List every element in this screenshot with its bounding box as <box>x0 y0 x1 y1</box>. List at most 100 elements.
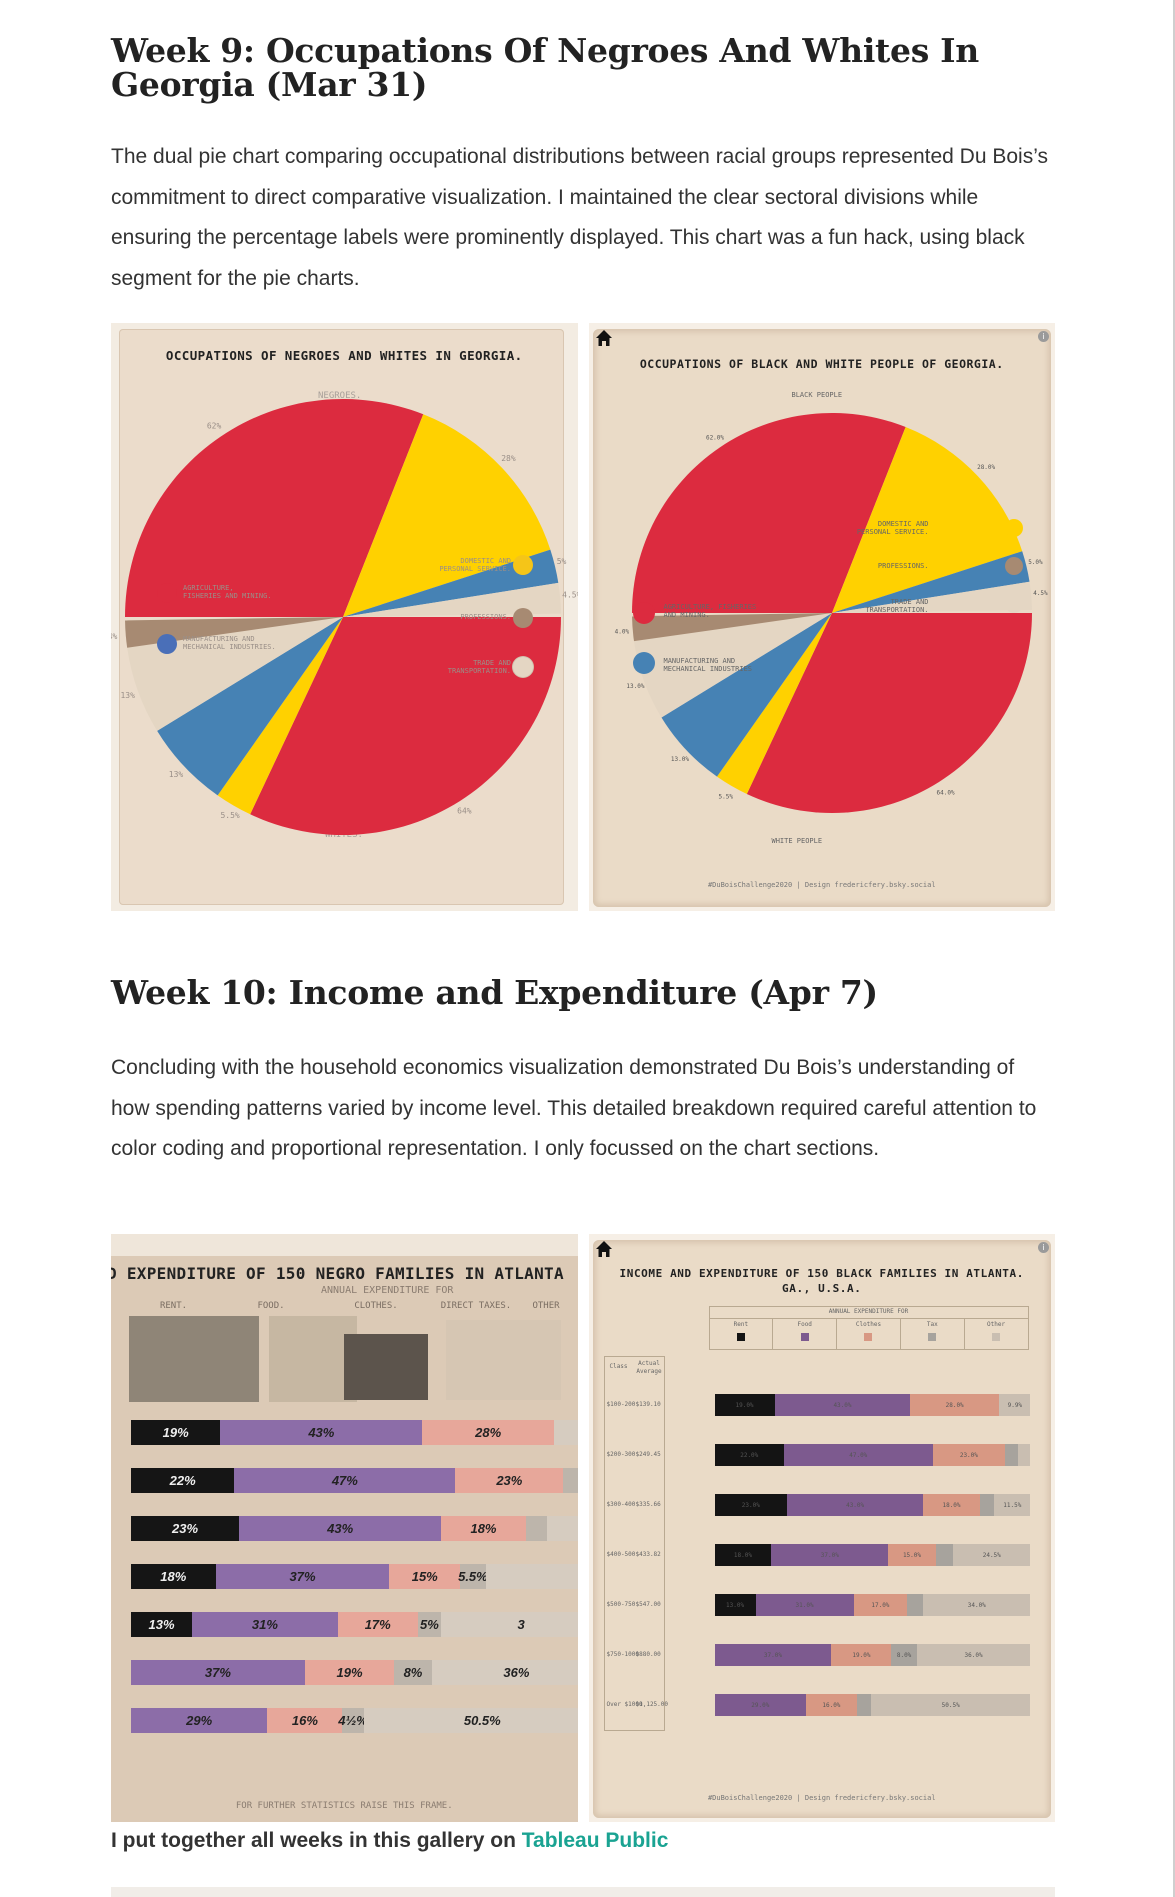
recreation-pie-image[interactable]: i OCCUPATIONS OF BLACK AND WHITE PEOPLE … <box>588 323 1055 911</box>
pie-bottom-label-4: 4% <box>111 632 118 641</box>
legend-swatch <box>864 1333 873 1341</box>
original-bar-segment: 4½% <box>338 1708 368 1733</box>
pie-top-label-2: 5% <box>557 557 567 566</box>
original-col-clothes: CLOTHES. <box>354 1301 398 1311</box>
home-icon[interactable] <box>595 1240 613 1258</box>
recreation-bar-segment: 15.0% <box>888 1544 936 1566</box>
recreation-bar-segment: 22.0% <box>714 1444 785 1466</box>
recreation-bar-segment: 19.0% <box>714 1394 775 1416</box>
table-average-cell: $1,125.00 <box>635 1701 669 1708</box>
pie-top-slice-3 <box>831 581 1032 613</box>
recreation-pie-credit: #DuBoisChallenge2020 | Design fredericfe… <box>707 881 936 889</box>
recreation-bar-segment: 9.9% <box>999 1394 1031 1416</box>
recreation-bar-segment <box>907 1594 924 1616</box>
legend-label: Tax <box>926 1321 938 1328</box>
week10-images: D EXPENDITURE OF 150 NEGRO FAMILIES IN A… <box>111 1234 1055 1822</box>
original-bar-segment <box>563 1468 578 1493</box>
tableau-public-link[interactable]: Tableau Public <box>521 1829 669 1852</box>
table-class-cell: Over $1000 <box>606 1701 643 1708</box>
legend-item-clothes: Clothes <box>836 1319 900 1349</box>
original-pie-svg: 62% 28% 5% 4.5% 64% 5.5% 13% 13% 4% <box>111 399 578 835</box>
recreation-bar-row: 23.0% 43.0% 18.0% 11.5% <box>714 1494 1031 1516</box>
pie-bottom-slice-4 <box>125 617 344 648</box>
pie-top-label-0: 62.0% <box>705 434 723 441</box>
original-bar-row: 23% 43% 18% <box>131 1516 578 1541</box>
recreation-expenditure-title: INCOME AND EXPENDITURE OF 150 BLACK FAMI… <box>619 1267 1024 1295</box>
legend-label: Clothes <box>855 1321 882 1328</box>
original-bar-segment: 22% <box>131 1468 235 1493</box>
recreation-expenditure-image[interactable]: i INCOME AND EXPENDITURE OF 150 BLACK FA… <box>588 1234 1055 1822</box>
original-legend-trade: TRADE AND TRANSPORTATION. <box>447 659 511 675</box>
pie-top-slice-0 <box>125 399 424 617</box>
original-bar-segment: 47% <box>234 1468 456 1493</box>
pie-top-slice-1 <box>343 414 551 617</box>
recreation-bar-row: 22.0% 47.0% 23.0% <box>714 1444 1031 1466</box>
table-class-cell: $400-500 <box>606 1551 636 1558</box>
week9-paragraph: The dual pie chart comparing occupationa… <box>111 145 1048 290</box>
recreation-pie-svg: 62.0% 28.0% 5.0% 4.5% 64.0% 5.5% 13.0% 13.0% 4.0… <box>614 412 1048 813</box>
recreation-bar-segment: 23.0% <box>714 1494 788 1516</box>
legend-swatch <box>736 1333 745 1341</box>
pie-top-label-1: 28% <box>501 454 516 463</box>
original-column-headers: RENT. FOOD. CLOTHES. DIRECT TAXES. OTHER <box>131 1302 578 1314</box>
legend-manufacturing-dot <box>632 652 655 674</box>
table-average-cell: $139.10 <box>635 1401 661 1408</box>
original-legend-manufacturing: MANUFACTURING AND MECHANICAL INDUSTRIES. <box>183 635 276 651</box>
recreation-bar-segment: 19.0% <box>831 1644 892 1666</box>
recreation-legend-agriculture: AGRICULTURE, FISHERIES AND MINING. <box>663 603 757 619</box>
original-expenditure-footer: FOR FURTHER STATISTICS RAISE THIS FRAME. <box>235 1801 453 1811</box>
original-legend-agriculture: AGRICULTURE, FISHERIES AND MINING. <box>183 584 272 600</box>
tax-notes <box>446 1320 561 1400</box>
pie-bottom-slice-3 <box>127 617 344 731</box>
original-bar-segment: 19% <box>131 1420 221 1445</box>
original-bar-segment <box>546 1516 578 1541</box>
recreation-bar-segment: 16.0% <box>806 1694 857 1716</box>
recreation-legend-domestic: DOMESTIC AND PERSONAL SERVICE. <box>856 520 929 536</box>
pie-bottom-slice-1 <box>716 613 832 794</box>
table-header-class: Class <box>609 1363 628 1370</box>
week10-heading: Week 10: Income and Expenditure (Apr 7) <box>111 973 878 1012</box>
info-icon[interactable]: i <box>1038 1242 1049 1253</box>
pie-bottom-label-0: 64% <box>457 807 472 816</box>
legend-domestic-dot <box>1004 519 1023 537</box>
gallery-line: I put together all weeks in this gallery… <box>111 1829 668 1853</box>
recreation-legend-professions: PROFESSIONS. <box>877 562 929 570</box>
original-bar-segment: 16% <box>267 1708 343 1733</box>
recreation-bottom-label: WHITE PEOPLE <box>771 837 823 845</box>
original-expenditure-subtitle: ANNUAL EXPENDITURE FOR <box>321 1285 454 1296</box>
home-icon[interactable] <box>595 329 613 347</box>
info-icon[interactable]: i <box>1038 331 1049 342</box>
recreation-pie-title: OCCUPATIONS OF BLACK AND WHITE PEOPLE OF… <box>639 357 1004 371</box>
pie-top-slice-2 <box>831 551 1030 613</box>
legend-item-rent: Rent <box>710 1319 773 1349</box>
pie-bottom-label-1: 5.5% <box>718 794 733 801</box>
pie-top-slice-3 <box>343 582 561 617</box>
recreation-table: Class Actual Average $100-200 $139.10 $200… <box>603 1356 668 1731</box>
original-expenditure-image[interactable]: D EXPENDITURE OF 150 NEGRO FAMILIES IN A… <box>111 1234 578 1822</box>
recreation-bar-segment: 17.0% <box>853 1594 908 1616</box>
recreation-legend-items: Rent Food Clothes Tax Other <box>709 1318 1028 1349</box>
recreation-top-label: BLACK PEOPLE <box>791 391 843 399</box>
recreation-bar-segment: 50.5% <box>870 1694 1031 1716</box>
original-col-rent: RENT. <box>159 1301 188 1311</box>
original-pie-image[interactable]: OCCUPATIONS OF NEGROES AND WHITES IN GEO… <box>111 323 578 911</box>
table-class-cell: $100-200 <box>606 1401 636 1408</box>
week10-paragraph: Concluding with the household economics … <box>111 1056 1037 1160</box>
recreation-bar-segment: 29.0% <box>714 1694 807 1716</box>
original-pie-title: OCCUPATIONS OF NEGROES AND WHITES IN GEO… <box>165 348 523 363</box>
original-bar-segment: 28% <box>422 1420 554 1445</box>
original-bar-segment: 43% <box>220 1420 423 1445</box>
original-bar-row: 13% 31% 17% 5% 3 <box>131 1612 578 1637</box>
recreation-bar-row: 29.0% 16.0% 50.5% <box>714 1694 1031 1716</box>
pie-bottom-slice-3 <box>633 613 832 718</box>
recreation-bar-row: 13.0% 31.0% 17.0% 34.0% <box>714 1594 1031 1616</box>
recreation-bar-segment: 34.0% <box>923 1594 1031 1616</box>
original-bar-segment: 43% <box>239 1516 442 1541</box>
original-bar-segment: 5% <box>417 1612 442 1637</box>
original-bar-row: 18% 37% 15% 5.5% <box>131 1564 578 1589</box>
legend-item-food: Food <box>772 1319 836 1349</box>
table-average-cell: $880.00 <box>635 1651 661 1658</box>
original-bar-segment: 31% <box>192 1612 338 1637</box>
recreation-bar-segment: 28.0% <box>910 1394 999 1416</box>
document-inset <box>269 1316 357 1402</box>
